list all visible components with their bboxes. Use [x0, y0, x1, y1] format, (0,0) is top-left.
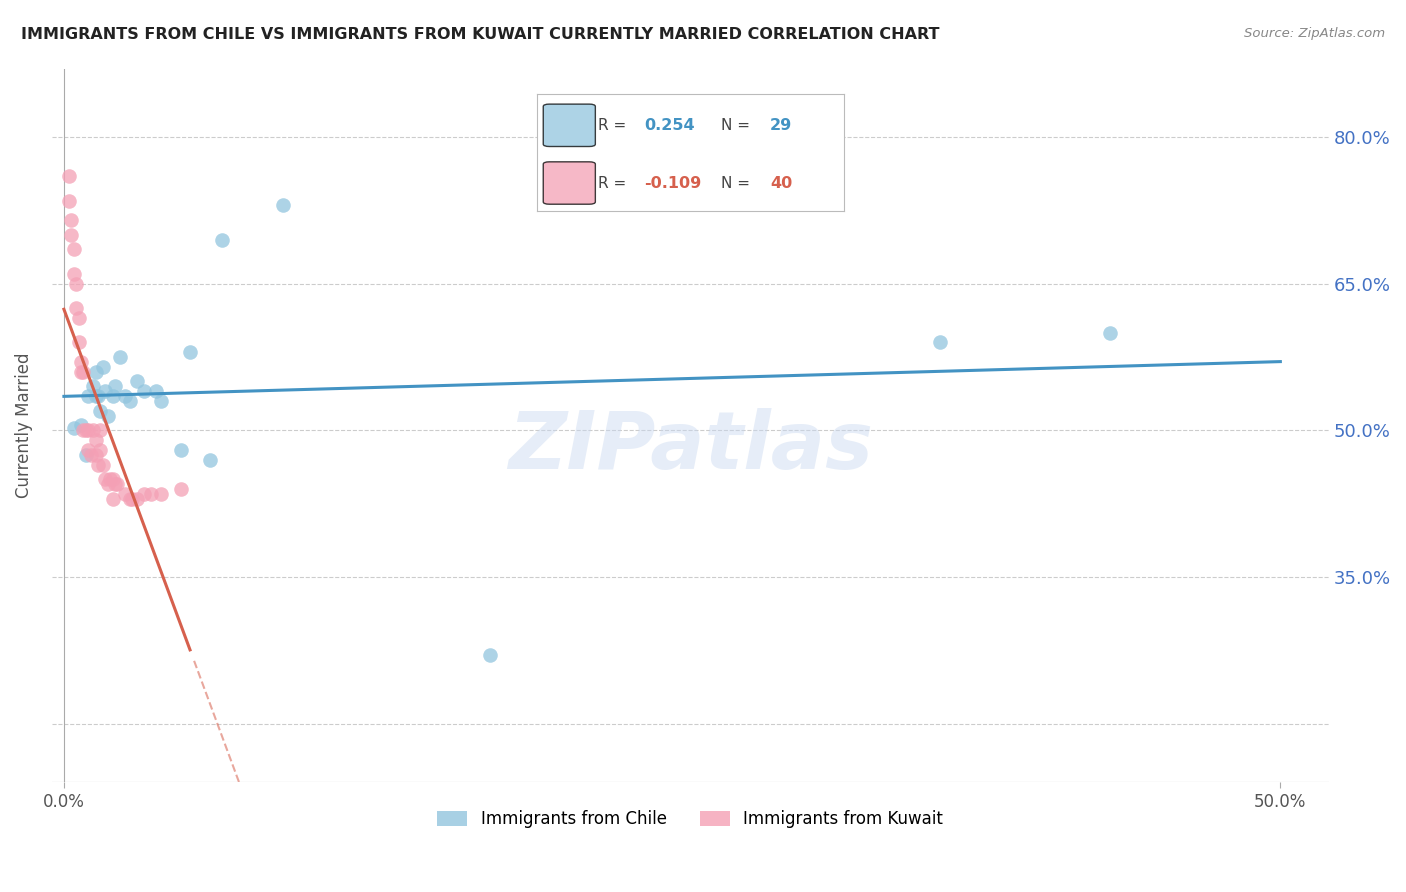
- Point: [82, 423, 104, 437]
- Point: [271, 198, 294, 212]
- Point: [179, 345, 201, 359]
- Point: [62, 267, 84, 281]
- Point: [101, 472, 124, 486]
- Point: [108, 350, 131, 364]
- Point: [97, 409, 120, 423]
- Point: [77, 423, 100, 437]
- Point: [150, 487, 173, 501]
- Point: [87, 389, 110, 403]
- Point: [60, 213, 83, 227]
- Text: Source: ZipAtlas.com: Source: ZipAtlas.com: [1244, 27, 1385, 40]
- Point: [125, 375, 148, 389]
- Point: [65, 277, 87, 291]
- Point: [70, 355, 93, 369]
- Point: [70, 365, 93, 379]
- Point: [89, 442, 111, 457]
- Point: [62, 421, 84, 435]
- Point: [72, 365, 94, 379]
- Legend: Immigrants from Chile, Immigrants from Kuwait: Immigrants from Chile, Immigrants from K…: [430, 804, 950, 835]
- Point: [84, 365, 107, 379]
- Point: [114, 389, 136, 403]
- Point: [118, 394, 141, 409]
- Point: [125, 491, 148, 506]
- Y-axis label: Currently Married: Currently Married: [15, 352, 32, 499]
- Point: [91, 458, 114, 472]
- Point: [82, 379, 104, 393]
- Point: [77, 389, 100, 403]
- Point: [67, 310, 90, 325]
- Point: [104, 379, 127, 393]
- Point: [118, 491, 141, 506]
- Point: [101, 389, 124, 403]
- Point: [101, 491, 124, 506]
- Point: [62, 243, 84, 257]
- Point: [198, 452, 221, 467]
- Point: [91, 359, 114, 374]
- Text: IMMIGRANTS FROM CHILE VS IMMIGRANTS FROM KUWAIT CURRENTLY MARRIED CORRELATION CH: IMMIGRANTS FROM CHILE VS IMMIGRANTS FROM…: [21, 27, 939, 42]
- Point: [79, 448, 101, 462]
- Point: [104, 477, 127, 491]
- Point: [478, 648, 501, 663]
- Point: [89, 423, 111, 437]
- Point: [89, 404, 111, 418]
- Point: [84, 389, 107, 403]
- Point: [75, 448, 97, 462]
- Point: [60, 227, 83, 242]
- Point: [98, 472, 121, 486]
- Point: [121, 491, 143, 506]
- Point: [134, 487, 156, 501]
- Point: [75, 423, 97, 437]
- Point: [67, 335, 90, 350]
- Point: [928, 335, 950, 350]
- Point: [134, 384, 156, 399]
- Point: [77, 442, 100, 457]
- Text: ZIPatlas: ZIPatlas: [508, 408, 873, 486]
- Point: [84, 433, 107, 447]
- Point: [150, 394, 173, 409]
- Point: [94, 384, 117, 399]
- Point: [170, 482, 193, 496]
- Point: [84, 448, 107, 462]
- Point: [58, 169, 80, 183]
- Point: [107, 477, 129, 491]
- Point: [87, 458, 110, 472]
- Point: [97, 477, 120, 491]
- Point: [114, 487, 136, 501]
- Point: [211, 233, 233, 247]
- Point: [70, 418, 93, 433]
- Point: [94, 472, 117, 486]
- Point: [72, 423, 94, 437]
- Point: [170, 442, 193, 457]
- Point: [1099, 326, 1122, 340]
- Point: [65, 301, 87, 315]
- Point: [145, 384, 167, 399]
- Point: [141, 487, 163, 501]
- Point: [58, 194, 80, 208]
